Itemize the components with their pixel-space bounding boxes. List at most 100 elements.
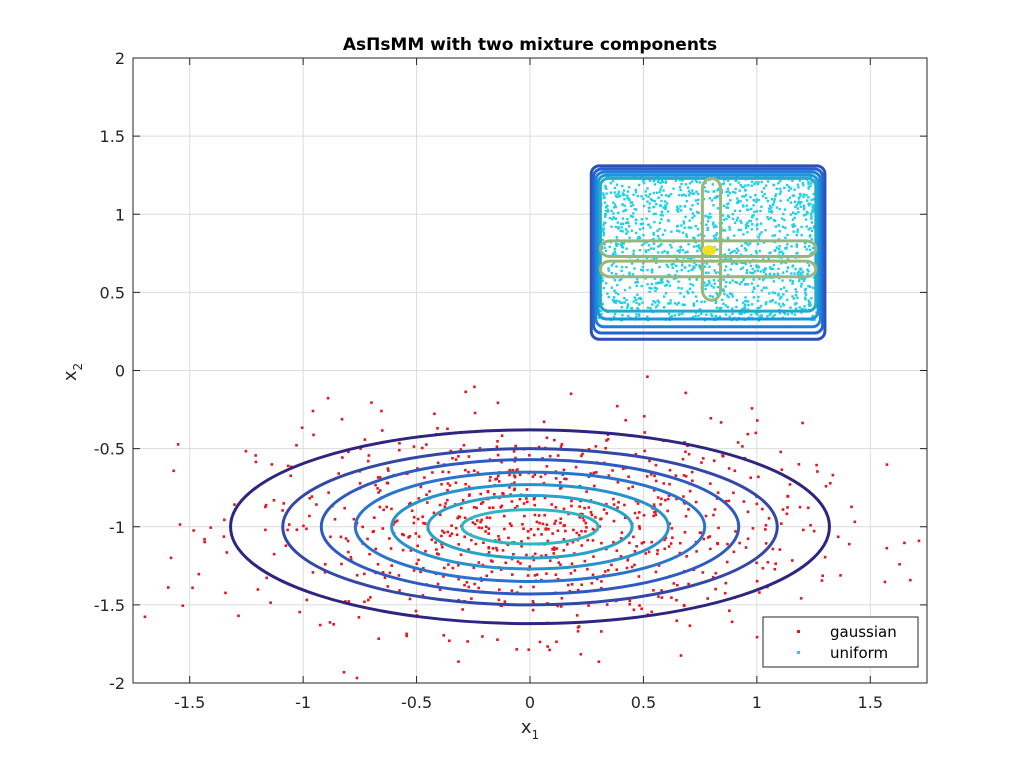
uniform-point [621, 246, 625, 249]
uniform-point [691, 189, 694, 192]
uniform-point [751, 223, 754, 226]
gaussian-point [408, 597, 412, 601]
gaussian-point [681, 457, 685, 461]
uniform-point [714, 234, 718, 237]
uniform-point [601, 230, 604, 233]
gaussian-point [447, 470, 451, 474]
uniform-point [773, 313, 776, 317]
x-tick-label: 0 [525, 693, 535, 712]
gaussian-point [598, 525, 602, 528]
uniform-point [687, 269, 690, 273]
uniform-point [798, 279, 801, 283]
uniform-point [660, 193, 663, 197]
gaussian-point [481, 563, 485, 567]
gaussian-point [405, 632, 408, 636]
uniform-point [772, 200, 776, 203]
uniform-point [742, 307, 745, 311]
gaussian-point [532, 601, 535, 605]
uniform-point [778, 251, 781, 254]
gaussian-point [543, 496, 547, 500]
gaussian-point [542, 420, 546, 424]
uniform-point [809, 212, 813, 215]
uniform-point [714, 224, 717, 227]
gaussian-point [898, 562, 901, 566]
uniform-point [675, 264, 678, 268]
uniform-point [647, 223, 651, 226]
gaussian-point [264, 503, 268, 507]
uniform-point [660, 278, 663, 282]
gaussian-point [746, 432, 750, 436]
gaussian-point [586, 538, 589, 542]
gaussian-point [660, 497, 663, 501]
uniform-point [695, 245, 698, 248]
uniform-point [697, 244, 701, 247]
uniform-point [621, 301, 624, 304]
uniform-point [660, 185, 663, 188]
uniform-point [657, 301, 661, 304]
gaussian-point [269, 601, 272, 604]
uniform-point [641, 222, 645, 225]
uniform-point [807, 228, 810, 231]
uniform-point [767, 217, 770, 221]
gaussian-point [491, 506, 495, 509]
uniform-point [799, 192, 802, 196]
uniform-point [635, 313, 638, 316]
gaussian-contour [229, 428, 831, 626]
uniform-point [612, 262, 615, 265]
uniform-point [676, 224, 679, 228]
uniform-point [722, 302, 725, 305]
gaussian-point [706, 597, 709, 600]
gaussian-point [586, 567, 589, 571]
uniform-point [664, 180, 667, 183]
uniform-point [689, 282, 692, 286]
uniform-point [620, 269, 623, 273]
gaussian-point [441, 545, 444, 549]
gaussian-point [605, 603, 609, 606]
uniform-point [791, 295, 794, 298]
gaussian-point [326, 396, 330, 400]
uniform-point [746, 208, 749, 211]
gaussian-point [344, 600, 347, 603]
uniform-point [756, 269, 760, 272]
uniform-point [657, 196, 660, 199]
uniform-point [797, 200, 801, 203]
gaussian-point [577, 533, 581, 537]
uniform-point [778, 311, 782, 315]
uniform-point [794, 288, 797, 291]
gaussian-point [587, 475, 591, 478]
uniform-point [697, 234, 700, 237]
uniform-point [738, 282, 742, 286]
gaussian-point [470, 597, 473, 600]
uniform-point [648, 179, 652, 182]
gaussian-point [555, 547, 559, 550]
gaussian-point [479, 520, 482, 524]
gaussian-point [559, 517, 563, 521]
uniform-point [777, 182, 780, 185]
uniform-point [711, 223, 715, 226]
gaussian-point [426, 501, 429, 504]
uniform-point [789, 187, 793, 190]
uniform-point [731, 312, 734, 316]
gaussian-point [329, 535, 332, 539]
gaussian-point [779, 450, 783, 454]
uniform-point [623, 204, 626, 207]
gaussian-point [650, 473, 653, 476]
gaussian-point [398, 448, 401, 452]
gaussian-point [766, 560, 770, 564]
uniform-point [690, 268, 693, 272]
gaussian-point [684, 514, 688, 518]
uniform-point [654, 289, 657, 293]
gaussian-point [318, 623, 322, 627]
uniform-point [717, 285, 720, 289]
uniform-point [793, 216, 796, 220]
y-tick-label: 1 [115, 205, 125, 224]
gaussian-point [529, 527, 533, 531]
uniform-point [747, 303, 750, 307]
gaussian-point [473, 411, 477, 415]
x-axis-label-sub: 1 [532, 728, 540, 742]
gaussian-point [490, 570, 494, 574]
uniform-point [807, 284, 810, 288]
gaussian-point [422, 566, 425, 570]
gaussian-point [786, 495, 789, 498]
gaussian-point [562, 507, 566, 511]
